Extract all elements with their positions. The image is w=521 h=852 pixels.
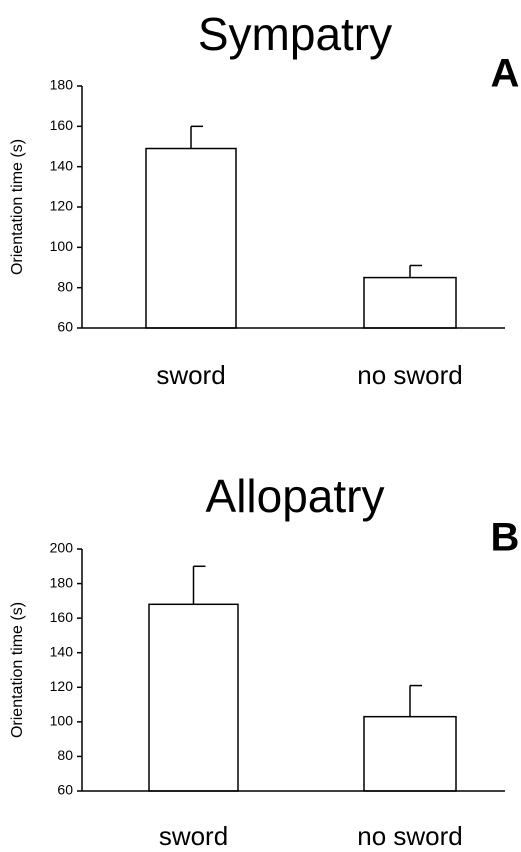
x-tick-label: no sword: [357, 360, 463, 390]
y-tick-label: 120: [50, 198, 74, 214]
y-axis-label: Orientation time (s): [9, 602, 26, 738]
y-tick-label: 140: [50, 157, 74, 173]
y-tick-label: 80: [57, 747, 73, 763]
panel-label: A: [491, 52, 520, 96]
y-tick-label: 160: [50, 609, 74, 625]
y-tick-label: 100: [50, 238, 74, 254]
bar: [148, 603, 239, 792]
y-tick-label: 100: [50, 713, 74, 729]
y-tick-label: 140: [50, 643, 74, 659]
bar: [363, 715, 457, 792]
y-tick-label: 200: [50, 540, 74, 556]
chart-title: Sympatry: [198, 8, 392, 60]
y-tick-label: 60: [57, 319, 73, 335]
y-axis-label: Orientation time (s): [9, 139, 26, 275]
x-tick-label: no sword: [357, 821, 463, 851]
y-tick-label: 180: [50, 77, 74, 93]
y-tick-label: 160: [50, 117, 74, 133]
bar: [363, 276, 457, 329]
x-tick-label: sword: [159, 821, 228, 851]
y-tick-label: 60: [57, 782, 73, 798]
x-tick-label: sword: [156, 360, 225, 390]
y-tick-label: 80: [57, 278, 73, 294]
y-tick-label: 120: [50, 678, 74, 694]
chart-title: Allopatry: [206, 470, 385, 522]
panel-label: B: [491, 516, 520, 560]
y-tick-label: 180: [50, 574, 74, 590]
bar: [145, 147, 237, 329]
